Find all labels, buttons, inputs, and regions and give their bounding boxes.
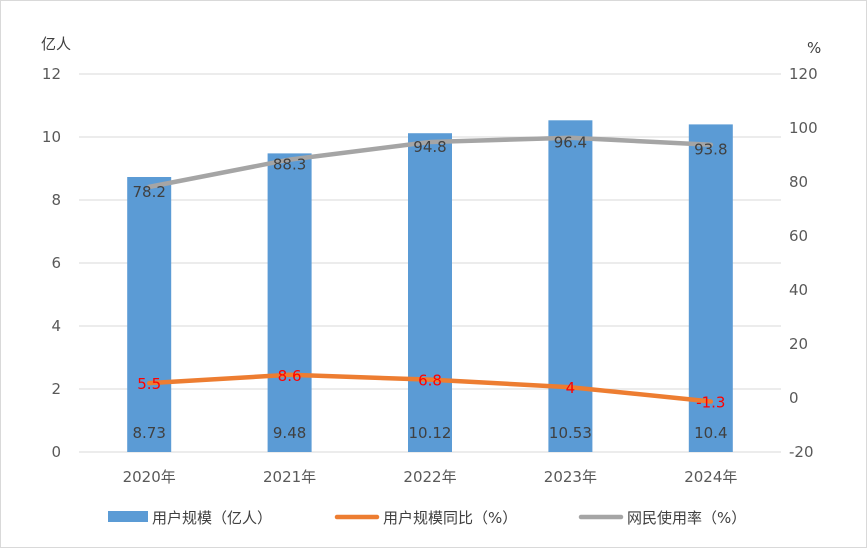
right-tick-label: 60 — [789, 227, 808, 245]
bar-user-scale — [267, 153, 312, 452]
usage-rate-data-label: 88.3 — [273, 156, 306, 174]
right-tick-label: 80 — [789, 173, 808, 191]
x-tick-label: 2020年 — [123, 468, 176, 486]
left-tick-label: 10 — [42, 128, 61, 146]
yoy-data-label: 5.5 — [137, 375, 161, 393]
usage-rate-data-label: 96.4 — [554, 134, 587, 152]
bar-user-scale — [408, 133, 452, 452]
legend-label: 用户规模同比（%） — [383, 509, 517, 527]
left-tick-label: 6 — [51, 254, 61, 272]
left-tick-label: 0 — [51, 443, 61, 461]
legend-label: 用户规模（亿人） — [152, 509, 272, 527]
bar-data-label: 8.73 — [132, 424, 165, 442]
right-tick-label: 0 — [789, 389, 799, 407]
usage-rate-data-label: 93.8 — [694, 141, 727, 159]
legend-label: 网民使用率（%） — [627, 509, 746, 527]
bar-data-label: 10.53 — [549, 424, 592, 442]
right-axis-unit: % — [807, 39, 821, 57]
left-tick-label: 12 — [42, 65, 61, 83]
left-tick-label: 8 — [51, 191, 61, 209]
yoy-data-label: -1.3 — [696, 394, 725, 412]
bar-user-scale — [688, 124, 733, 453]
bar-data-label: 10.4 — [694, 424, 727, 442]
line-user-scale-yoy — [146, 372, 714, 404]
bar-data-label: 9.48 — [273, 424, 306, 442]
x-tick-label: 2022年 — [403, 468, 456, 486]
left-axis-unit: 亿人 — [41, 35, 71, 53]
usage-rate-data-label: 94.8 — [413, 138, 446, 156]
bar-user-scale — [548, 120, 593, 453]
right-tick-label: -20 — [789, 443, 814, 461]
yoy-data-label: 8.6 — [278, 367, 302, 385]
right-tick-label: 100 — [789, 119, 818, 137]
bar-user-scale — [127, 177, 172, 452]
right-tick-label: 40 — [789, 281, 808, 299]
right-tick-label: 20 — [789, 335, 808, 353]
yoy-data-label: 6.8 — [418, 372, 442, 390]
right-tick-label: 120 — [789, 65, 818, 83]
line-usage-rate — [146, 135, 714, 190]
left-tick-label: 2 — [51, 380, 61, 398]
bar-data-label: 10.12 — [409, 424, 452, 442]
legend-swatch-bar — [108, 511, 148, 522]
yoy-data-label: 4 — [566, 379, 576, 397]
x-tick-label: 2024年 — [684, 468, 737, 486]
x-tick-label: 2021年 — [263, 468, 316, 486]
x-tick-label: 2023年 — [544, 468, 597, 486]
usage-rate-data-label: 78.2 — [132, 183, 165, 201]
left-tick-label: 4 — [51, 317, 61, 335]
